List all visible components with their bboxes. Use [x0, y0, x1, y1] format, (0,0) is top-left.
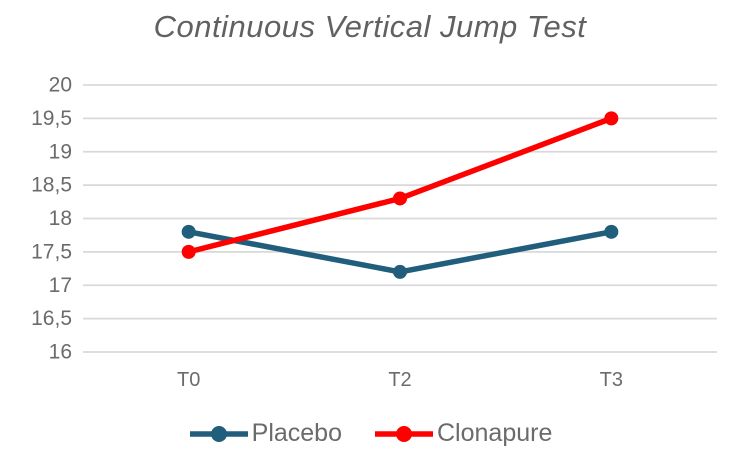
y-tick-label: 19,5: [31, 107, 72, 130]
legend-label-placebo: Placebo: [251, 419, 342, 447]
y-tick-label: 18: [49, 207, 72, 230]
chart-title: Continuous Vertical Jump Test: [153, 9, 587, 44]
data-point-clonapure: [393, 191, 407, 206]
legend-marker-icon: [189, 425, 248, 442]
data-point-placebo: [181, 224, 196, 239]
data-point-placebo: [393, 264, 407, 279]
legend-marker-icon: [375, 425, 433, 442]
x-tick-label: T3: [600, 369, 623, 391]
y-tick-label: 16: [49, 341, 72, 364]
legend-item-placebo: Placebo: [188, 421, 342, 446]
y-tick-label: 19: [49, 140, 72, 163]
y-tick-label: 17: [49, 274, 72, 297]
data-point-placebo: [604, 224, 619, 239]
data-point-clonapure: [604, 111, 619, 126]
x-tick-label: T0: [177, 369, 200, 391]
legend-item-clonapure: Clonapure: [373, 421, 552, 446]
y-tick-label: 16,5: [31, 307, 72, 330]
y-tick-label: 17,5: [31, 240, 72, 263]
data-point-clonapure: [181, 244, 196, 259]
chart-legend: Placebo Clonapure: [0, 421, 740, 446]
legend-label-clonapure: Clonapure: [437, 419, 553, 447]
x-tick-label: T2: [388, 369, 411, 391]
y-tick-label: 20: [49, 74, 72, 97]
y-tick-label: 18,5: [31, 174, 72, 197]
